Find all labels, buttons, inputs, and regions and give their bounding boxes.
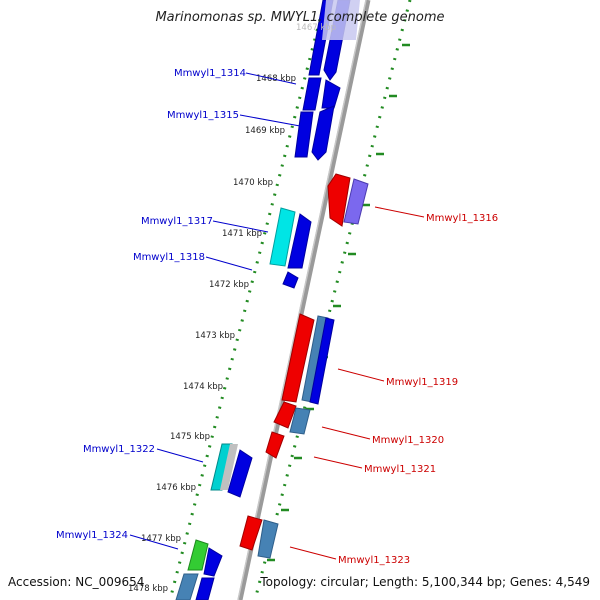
gene-block: [289, 407, 311, 435]
tick-marks: [267, 43, 410, 562]
kbp-label: 1471 kbp: [222, 229, 262, 239]
gene-block: [311, 105, 335, 161]
kbp-label: 1477 kbp: [141, 534, 181, 544]
gene-label-mmwyl1-1314[interactable]: Mmwyl1_1314: [174, 68, 246, 79]
accession-text: Accession: NC_009654: [8, 575, 145, 589]
gene-label-mmwyl1-1320[interactable]: Mmwyl1_1320: [372, 435, 444, 446]
gene-label-mmwyl1-1319[interactable]: Mmwyl1_1319: [386, 377, 458, 388]
gene-block: [302, 77, 322, 111]
gene-block: [175, 573, 199, 600]
forward-genes: [175, 0, 360, 600]
gene-label-mmwyl1-1315[interactable]: Mmwyl1_1315: [167, 110, 239, 121]
kbp-label: 1473 kbp: [195, 331, 235, 341]
kbp-label: 1472 kbp: [209, 280, 249, 290]
gene-block: [282, 271, 299, 289]
kbp-label: 1478 kbp: [128, 584, 168, 594]
gene-block: [220, 444, 238, 490]
gene-label-mmwyl1-1321[interactable]: Mmwyl1_1321: [364, 464, 436, 475]
genome-backbone: [237, 0, 371, 600]
gene-label-mmwyl1-1323[interactable]: Mmwyl1_1323: [338, 555, 410, 566]
gene-label-mmwyl1-1324[interactable]: Mmwyl1_1324: [56, 530, 128, 541]
gene-block: [309, 317, 335, 405]
gene-block: [321, 79, 341, 109]
gene-block: [287, 213, 312, 269]
gene-label-mmwyl1-1316[interactable]: Mmwyl1_1316: [426, 213, 498, 224]
kbp-label: 1475 kbp: [170, 432, 210, 442]
gene-block: [227, 449, 253, 498]
gene-block: [195, 577, 215, 600]
kbp-label: 1474 kbp: [183, 382, 223, 392]
gene-block: [273, 401, 297, 429]
topology-text: Topology: circular; Length: 5,100,344 bp…: [260, 575, 590, 589]
gene-block: [257, 519, 279, 559]
kbp-label: 1476 kbp: [156, 483, 196, 493]
kbp-label: 1470 kbp: [233, 178, 273, 188]
gene-block: [203, 547, 223, 577]
kbp-label: 1469 kbp: [245, 126, 285, 136]
gene-block: [322, 0, 360, 40]
leader-lines: [129, 72, 425, 560]
gene-label-mmwyl1-1317[interactable]: Mmwyl1_1317: [141, 216, 213, 227]
gene-label-mmwyl1-1318[interactable]: Mmwyl1_1318: [133, 252, 205, 263]
gene-label-mmwyl1-1322[interactable]: Mmwyl1_1322: [83, 444, 155, 455]
gene-block: [294, 111, 314, 158]
kbp-label: 1468 kbp: [256, 74, 296, 84]
gene-block: [269, 207, 296, 267]
kbp-label: 1467 kbp: [296, 23, 336, 33]
gene-block: [281, 313, 315, 403]
gene-block: [327, 173, 351, 227]
kbp-labels: 1467 kbp 1468 kbp 1469 kbp 1470 kbp 1471…: [128, 23, 336, 594]
gene-block: [343, 178, 369, 225]
gene-labels: Mmwyl1_1314 Mmwyl1_1315 Mmwyl1_1316 Mmwy…: [56, 68, 498, 566]
gene-block: [187, 539, 209, 571]
reverse-genes: [239, 173, 369, 559]
genome-title: Marinomonas sp. MWYL1, complete genome: [155, 10, 445, 25]
gene-block: [265, 431, 285, 459]
gene-block: [239, 515, 263, 551]
